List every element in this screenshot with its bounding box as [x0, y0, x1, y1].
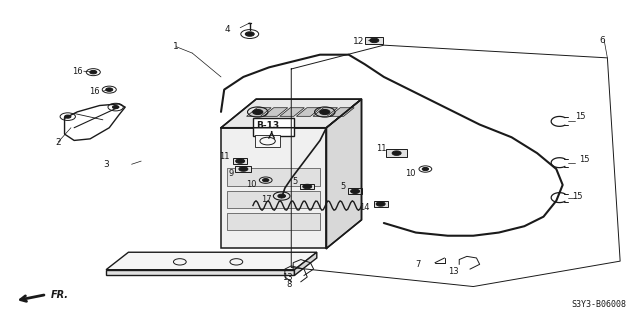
Text: FR.: FR.: [51, 290, 68, 300]
Bar: [221, 128, 326, 249]
Text: 14: 14: [359, 203, 370, 212]
Bar: [348, 189, 362, 194]
Bar: [374, 201, 388, 207]
Polygon shape: [326, 99, 362, 249]
Bar: [227, 168, 320, 186]
Circle shape: [303, 184, 312, 189]
Bar: [236, 166, 252, 172]
Polygon shape: [296, 108, 321, 116]
Text: 15: 15: [579, 155, 589, 164]
Text: S3Y3-B06008: S3Y3-B06008: [572, 300, 627, 309]
Circle shape: [245, 32, 254, 36]
Polygon shape: [294, 252, 317, 275]
Circle shape: [90, 70, 97, 74]
Bar: [227, 191, 320, 208]
Circle shape: [370, 38, 379, 43]
Polygon shape: [221, 99, 362, 128]
Circle shape: [253, 109, 263, 115]
Circle shape: [262, 179, 269, 182]
Circle shape: [113, 106, 119, 109]
Circle shape: [106, 88, 113, 91]
Circle shape: [278, 194, 285, 198]
Bar: [300, 184, 314, 189]
Text: 13: 13: [449, 267, 460, 276]
Polygon shape: [313, 108, 337, 116]
Bar: [233, 158, 247, 164]
Text: 15: 15: [575, 112, 586, 121]
Text: 5: 5: [340, 182, 346, 191]
Text: 9: 9: [228, 169, 234, 178]
Text: 17: 17: [262, 195, 272, 204]
Polygon shape: [330, 108, 354, 116]
Text: 10: 10: [404, 169, 415, 178]
Bar: [227, 213, 320, 230]
Text: 16: 16: [89, 87, 100, 96]
Text: 2: 2: [55, 137, 61, 146]
Text: B-13: B-13: [256, 121, 279, 130]
Text: 11: 11: [376, 144, 387, 153]
Text: 5: 5: [292, 177, 298, 186]
Text: 6: 6: [600, 36, 605, 45]
Text: 1: 1: [173, 42, 179, 51]
Circle shape: [236, 159, 244, 163]
Polygon shape: [106, 252, 317, 270]
Circle shape: [351, 189, 360, 194]
Text: 7: 7: [415, 260, 421, 269]
Text: 4: 4: [225, 26, 230, 34]
Text: 12: 12: [353, 37, 365, 46]
Polygon shape: [280, 108, 305, 116]
Circle shape: [392, 151, 401, 155]
Text: 10: 10: [246, 181, 256, 189]
Polygon shape: [106, 270, 294, 275]
Circle shape: [65, 115, 71, 118]
Bar: [255, 135, 280, 147]
Text: 11: 11: [219, 152, 229, 161]
Text: 13: 13: [282, 273, 293, 282]
Bar: [387, 149, 407, 157]
Polygon shape: [246, 108, 271, 116]
Bar: [253, 118, 294, 136]
Circle shape: [376, 202, 385, 206]
Circle shape: [239, 167, 248, 171]
Circle shape: [320, 109, 330, 115]
Text: 16: 16: [72, 67, 83, 76]
Bar: [365, 37, 383, 44]
Text: 3: 3: [103, 160, 109, 169]
Text: 8: 8: [286, 280, 291, 289]
Circle shape: [422, 167, 429, 171]
Text: 15: 15: [572, 191, 583, 201]
Polygon shape: [263, 108, 288, 116]
